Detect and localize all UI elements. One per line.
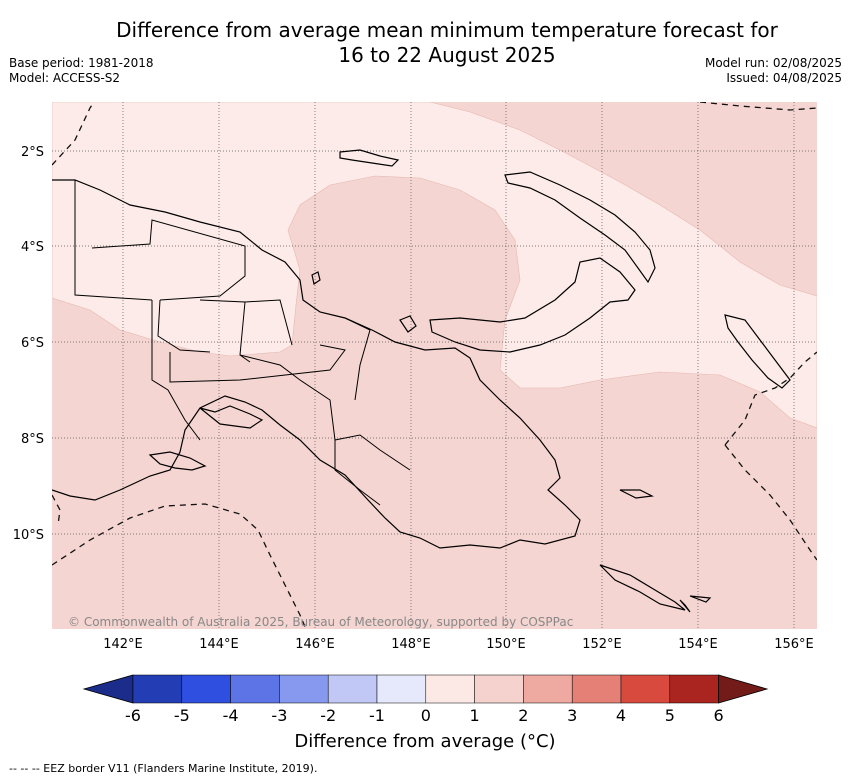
eez-east xyxy=(724,351,817,446)
meta-right: Model run: 02/08/2025 Issued: 04/08/2025 xyxy=(705,56,842,86)
colorbar-swatch xyxy=(132,674,183,704)
title-line-2: 16 to 22 August 2025 xyxy=(338,43,556,67)
milne-islands xyxy=(619,489,712,613)
south-coast-islands xyxy=(199,405,264,429)
colorbar-extend-high xyxy=(718,674,769,704)
map-area: © Commonwealth of Australia 2025, Bureau… xyxy=(52,102,817,629)
colorbar-tick-label: 3 xyxy=(567,706,577,725)
map-title: Difference from average mean minimum tem… xyxy=(0,18,850,68)
borders xyxy=(74,180,411,506)
colorbar-tick-label: 6 xyxy=(714,706,724,725)
meta-left: Base period: 1981-2018 Model: ACCESS-S2 xyxy=(9,56,154,86)
eez-south-east xyxy=(724,444,817,561)
colorbar-tick-label: -3 xyxy=(271,706,287,725)
model-name: Model: ACCESS-S2 xyxy=(9,71,121,85)
issued-date: Issued: 04/08/2025 xyxy=(726,71,842,85)
lon-label-156e: 156°E xyxy=(774,637,814,652)
new-britain-coast xyxy=(429,257,636,353)
lon-label-148e: 148°E xyxy=(391,637,431,652)
colorbar-tick-label: -6 xyxy=(125,706,141,725)
model-run: Model run: 02/08/2025 xyxy=(704,56,842,70)
graticule xyxy=(52,102,817,629)
colorbar-tick-label: -5 xyxy=(174,706,190,725)
eez-north-west xyxy=(52,102,95,166)
lon-labels: 142°E 144°E 146°E 148°E 150°E 152°E 154°… xyxy=(103,637,814,652)
fly-delta xyxy=(148,451,207,471)
new-ireland-coast xyxy=(504,171,656,284)
colorbar-label: Difference from average (°C) xyxy=(294,731,556,752)
base-period: Base period: 1981-2018 xyxy=(9,56,154,70)
colorbar-swatch xyxy=(376,674,427,704)
colorbar-tick-label: 5 xyxy=(665,706,675,725)
colorbar-swatch xyxy=(620,674,671,704)
eez-south xyxy=(52,503,307,629)
colorbar xyxy=(82,674,769,704)
title-line-1: Difference from average mean minimum tem… xyxy=(116,18,778,42)
colorbar-swatch xyxy=(669,674,719,704)
colorbar-tick-label: -4 xyxy=(223,706,239,725)
colorbar-swatch xyxy=(279,674,329,704)
colorbar-swatch xyxy=(327,674,378,704)
lon-label-152e: 152°E xyxy=(582,637,622,652)
copyright-notice: © Commonwealth of Australia 2025, Bureau… xyxy=(68,615,573,629)
lat-label-6s: 6°S xyxy=(21,336,44,351)
lat-label-8s: 8°S xyxy=(21,432,44,447)
png-indonesia-border xyxy=(151,300,201,441)
colorbar-tick-label: 1 xyxy=(470,706,480,725)
eez-west-south xyxy=(52,494,61,526)
rossel-chain xyxy=(599,564,686,611)
colorbar-swatch xyxy=(181,674,231,704)
coastlines xyxy=(52,149,791,613)
province-lines xyxy=(74,180,411,506)
manus-coast xyxy=(339,149,400,167)
lon-label-154e: 154°E xyxy=(678,637,718,652)
eez-legend: -- -- -- EEZ border V11 (Flanders Marine… xyxy=(9,762,318,775)
colorbar-swatch xyxy=(230,674,280,704)
colorbar-extend-low xyxy=(82,674,134,704)
lon-label-144e: 144°E xyxy=(199,637,239,652)
colorbar-swatch xyxy=(571,674,622,704)
karkar-island xyxy=(311,271,321,285)
lon-label-142e: 142°E xyxy=(103,637,143,652)
lon-label-146e: 146°E xyxy=(295,637,335,652)
colorbar-tick-label: 2 xyxy=(518,706,528,725)
lon-label-150e: 150°E xyxy=(486,637,526,652)
lat-label-4s: 4°S xyxy=(21,240,44,255)
umboi-island xyxy=(399,315,417,333)
colorbar-tick-label: -2 xyxy=(320,706,336,725)
colorbar-tick-label: 4 xyxy=(616,706,626,725)
new-guinea-coast xyxy=(52,179,581,549)
anomaly-zone-0-1 xyxy=(52,102,817,429)
colorbar-tick-label: -1 xyxy=(369,706,385,725)
colorbar-ticks: -6 -5 -4 -3 -2 -1 0 1 2 3 4 5 6 xyxy=(125,706,724,725)
eez-north-east xyxy=(699,102,817,111)
lat-label-2s: 2°S xyxy=(21,145,44,160)
lat-label-10s: 10°S xyxy=(13,528,44,543)
colorbar-swatch xyxy=(523,674,573,704)
eez-borders xyxy=(52,102,817,629)
colorbar-tick-label: 0 xyxy=(421,706,431,725)
colorbar-swatch xyxy=(474,674,524,704)
lat-labels: 2°S 4°S 6°S 8°S 10°S xyxy=(13,145,44,543)
bougainville-coast xyxy=(724,314,791,389)
colorbar-swatch xyxy=(425,674,475,704)
